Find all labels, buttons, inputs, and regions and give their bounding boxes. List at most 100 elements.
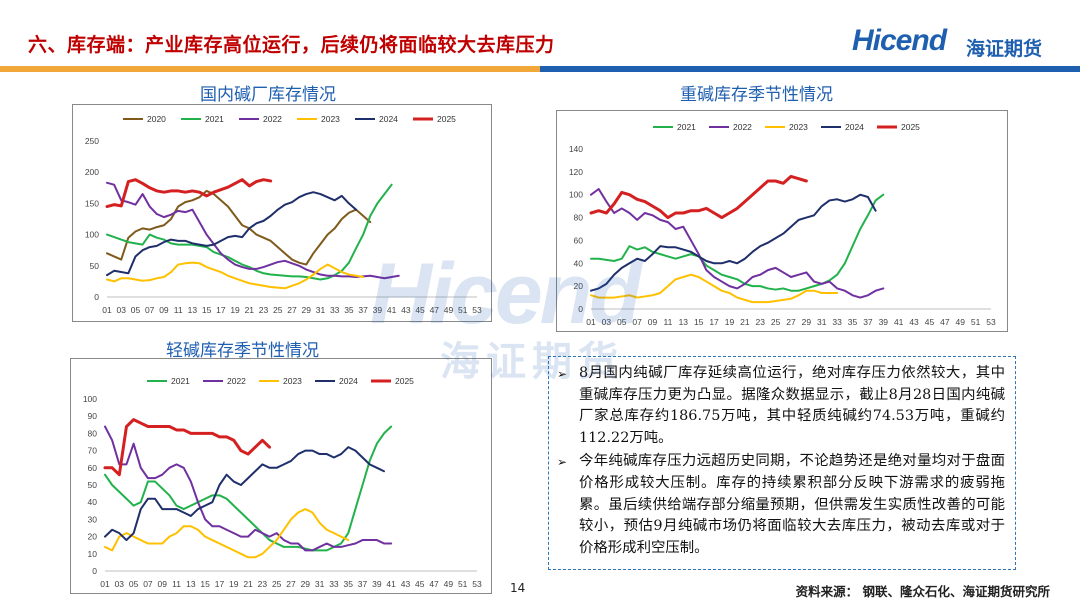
x-tick-label: 11 xyxy=(174,305,183,315)
x-tick-label: 07 xyxy=(145,305,155,315)
y-tick-label: 100 xyxy=(85,230,99,240)
y-tick-label: 250 xyxy=(85,136,99,146)
x-tick-label: 11 xyxy=(664,317,673,327)
series-line-2024 xyxy=(590,193,877,292)
x-tick-label: 35 xyxy=(343,579,353,589)
x-tick-label: 43 xyxy=(909,317,919,327)
legend-label-2024: 2024 xyxy=(845,122,864,132)
x-tick-label: 21 xyxy=(740,317,750,327)
legend-label-2020: 2020 xyxy=(147,114,166,124)
x-tick-label: 43 xyxy=(401,579,411,589)
x-tick-label: 29 xyxy=(802,317,812,327)
x-tick-label: 27 xyxy=(786,317,796,327)
x-tick-label: 13 xyxy=(188,305,198,315)
y-tick-label: 50 xyxy=(88,480,98,490)
series-line-2024 xyxy=(104,446,385,542)
x-tick-label: 09 xyxy=(159,305,169,315)
note-text: 8月国内纯碱厂库存延续高位运行，绝对库存压力依然较大，其中重碱库存压力更为凸显。… xyxy=(579,365,1005,446)
y-tick-label: 0 xyxy=(92,566,97,576)
x-tick-label: 49 xyxy=(444,305,454,315)
bullet-arrow-icon: ➢ xyxy=(557,367,568,381)
x-tick-label: 05 xyxy=(131,305,141,315)
y-tick-label: 140 xyxy=(569,144,583,154)
x-tick-label: 25 xyxy=(771,317,781,327)
series-line-2021 xyxy=(106,183,393,281)
note-text: 今年纯碱库存压力远超历史同期，不论趋势还是绝对量均对于盘面价格形成较大压制。库存… xyxy=(579,453,1005,556)
x-tick-label: 19 xyxy=(725,317,735,327)
x-tick-label: 29 xyxy=(301,305,311,315)
legend-label-2022: 2022 xyxy=(227,376,246,386)
y-tick-label: 30 xyxy=(88,514,98,524)
x-tick-label: 15 xyxy=(202,305,212,315)
series-line-2025 xyxy=(103,418,272,477)
page-title: 六、库存端：产业库存高位运行，后续仍将面临较大去库压力 xyxy=(28,34,555,56)
legend-label-2023: 2023 xyxy=(789,122,808,132)
x-tick-label: 23 xyxy=(755,317,765,327)
chart-svg: 0 50 100 150 200 250 01 03 05 07 09 11 13 15 17 19 21 23 2… xyxy=(85,114,482,315)
x-tick-label: 03 xyxy=(602,317,612,327)
x-tick-label: 53 xyxy=(472,579,482,589)
x-tick-label: 23 xyxy=(258,579,268,589)
legend-label-2022: 2022 xyxy=(263,114,282,124)
legend-label-2024: 2024 xyxy=(339,376,358,386)
legend-label-2024: 2024 xyxy=(379,114,398,124)
company-logo: Hicend 海证期货 xyxy=(852,24,1062,64)
series-line-2025 xyxy=(105,178,273,209)
y-tick-label: 40 xyxy=(88,497,98,507)
x-tick-label: 25 xyxy=(272,579,282,589)
y-tick-label: 40 xyxy=(574,258,584,268)
x-tick-label: 01 xyxy=(100,579,110,589)
legend-label-2021: 2021 xyxy=(171,376,190,386)
data-source: 资料来源： 钢联、隆众石化、海证期货研究所 xyxy=(795,584,1050,599)
legend-label-2025: 2025 xyxy=(395,376,414,386)
y-tick-label: 10 xyxy=(88,549,98,559)
legend-label-2023: 2023 xyxy=(321,114,340,124)
x-tick-label: 47 xyxy=(429,579,439,589)
x-tick-label: 15 xyxy=(694,317,704,327)
x-tick-label: 17 xyxy=(216,305,226,315)
legend-label-2021: 2021 xyxy=(677,122,696,132)
y-tick-label: 60 xyxy=(574,235,584,245)
x-tick-label: 17 xyxy=(215,579,225,589)
x-tick-label: 41 xyxy=(387,305,397,315)
x-tick-label: 07 xyxy=(143,579,153,589)
x-tick-label: 03 xyxy=(116,305,126,315)
logo-text-en: Hicend xyxy=(852,24,947,57)
chart-title-light-ash: 轻碱库存季节性情况 xyxy=(166,341,319,361)
x-tick-label: 49 xyxy=(955,317,965,327)
x-tick-label: 05 xyxy=(129,579,139,589)
x-tick-label: 29 xyxy=(301,579,311,589)
x-tick-label: 19 xyxy=(229,579,239,589)
x-tick-label: 33 xyxy=(329,579,339,589)
chart-heavy-ash: 0 20 40 60 80 100 120 140 01 03 05 07 09 11 13 15 17 19 21… xyxy=(556,110,1008,332)
y-tick-label: 90 xyxy=(88,411,98,421)
header-stripe xyxy=(0,66,1080,72)
x-tick-label: 51 xyxy=(971,317,981,327)
series-line-2021 xyxy=(590,193,885,292)
series-line-2022 xyxy=(106,181,400,280)
x-tick-label: 13 xyxy=(679,317,689,327)
x-tick-label: 33 xyxy=(832,317,842,327)
y-tick-label: 100 xyxy=(83,394,97,404)
series-line-2024 xyxy=(106,191,358,277)
x-tick-label: 53 xyxy=(986,317,996,327)
legend-label-2023: 2023 xyxy=(283,376,302,386)
series-line-2022 xyxy=(590,188,885,299)
x-tick-label: 01 xyxy=(102,305,112,315)
legend-label-2021: 2021 xyxy=(205,114,224,124)
x-tick-label: 47 xyxy=(940,317,950,327)
x-tick-label: 51 xyxy=(458,579,468,589)
x-tick-label: 17 xyxy=(709,317,719,327)
chart-domestic-inventory: 0 50 100 150 200 250 01 03 05 07 09 11 13 15 17 19 21 23 2… xyxy=(72,104,492,322)
y-tick-label: 70 xyxy=(88,446,98,456)
x-tick-label: 11 xyxy=(172,579,181,589)
x-tick-label: 33 xyxy=(330,305,340,315)
series-line-2025 xyxy=(589,174,808,220)
x-tick-label: 09 xyxy=(648,317,658,327)
series-line-2023 xyxy=(106,261,365,290)
x-tick-label: 25 xyxy=(273,305,283,315)
chart-title-domestic-inventory: 国内碱厂库存情况 xyxy=(200,85,336,105)
y-tick-label: 0 xyxy=(94,292,99,302)
legend-label-2022: 2022 xyxy=(733,122,752,132)
x-tick-label: 49 xyxy=(444,579,454,589)
